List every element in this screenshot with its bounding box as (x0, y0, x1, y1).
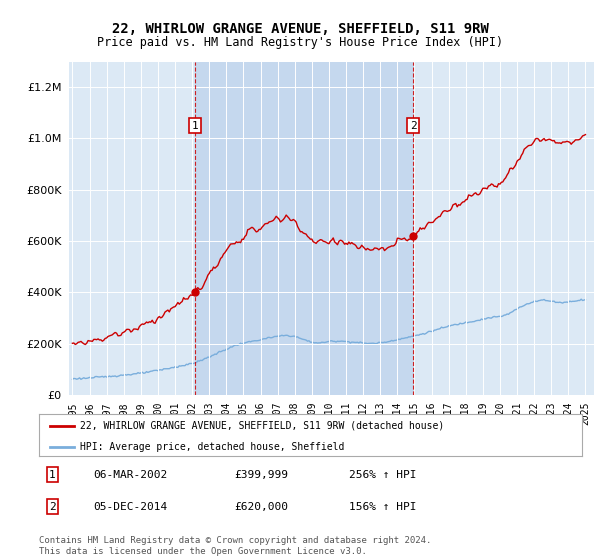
Text: 1: 1 (191, 120, 199, 130)
Text: HPI: Average price, detached house, Sheffield: HPI: Average price, detached house, Shef… (80, 442, 344, 452)
Text: 156% ↑ HPI: 156% ↑ HPI (349, 502, 416, 512)
Text: £399,999: £399,999 (235, 470, 289, 479)
Text: £620,000: £620,000 (235, 502, 289, 512)
Text: Contains HM Land Registry data © Crown copyright and database right 2024.
This d: Contains HM Land Registry data © Crown c… (39, 536, 431, 556)
Text: 1: 1 (49, 470, 56, 479)
Text: Price paid vs. HM Land Registry's House Price Index (HPI): Price paid vs. HM Land Registry's House … (97, 36, 503, 49)
Text: 22, WHIRLOW GRANGE AVENUE, SHEFFIELD, S11 9RW (detached house): 22, WHIRLOW GRANGE AVENUE, SHEFFIELD, S1… (80, 421, 444, 431)
Text: 05-DEC-2014: 05-DEC-2014 (94, 502, 167, 512)
Text: 256% ↑ HPI: 256% ↑ HPI (349, 470, 416, 479)
Text: 2: 2 (49, 502, 56, 512)
Text: 06-MAR-2002: 06-MAR-2002 (94, 470, 167, 479)
Bar (195, 62, 413, 395)
Text: 22, WHIRLOW GRANGE AVENUE, SHEFFIELD, S11 9RW: 22, WHIRLOW GRANGE AVENUE, SHEFFIELD, S1… (112, 22, 488, 36)
Text: 2: 2 (410, 120, 416, 130)
